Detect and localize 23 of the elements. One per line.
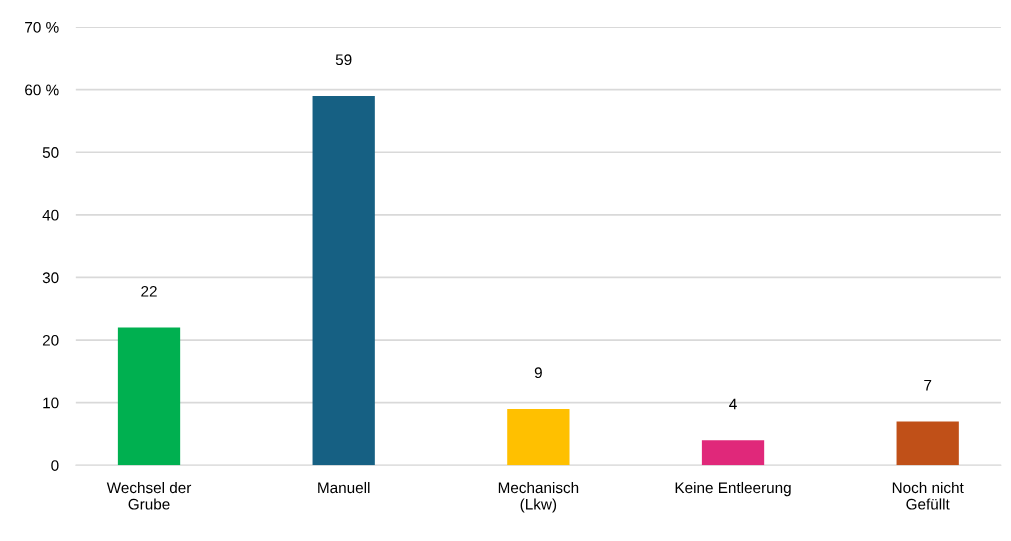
y-tick-label: 70 % — [25, 21, 59, 33]
x-tick-label: Manuell — [318, 481, 370, 494]
y-tick-label: 40 — [42, 209, 59, 221]
x-tick-label: Noch nicht Gefüllt — [892, 481, 964, 510]
y-tick-label: 50 — [42, 147, 59, 158]
bar — [312, 95, 375, 466]
data-label: 4 — [729, 398, 737, 410]
data-label: 7 — [924, 379, 932, 391]
y-tick-label: 30 — [42, 272, 59, 284]
data-label: 22 — [141, 285, 157, 297]
bar — [507, 408, 570, 466]
x-tick-label: Wechsel der Grube — [106, 481, 192, 510]
bar — [896, 421, 959, 466]
x-tick-label: Mechanisch (Lkw) — [498, 481, 579, 513]
y-tick-label: 10 — [43, 397, 59, 409]
y-tick-label: 0 — [51, 460, 59, 471]
data-label: 59 — [335, 54, 352, 66]
data-label: 9 — [534, 367, 542, 379]
bar — [701, 440, 765, 466]
y-tick-label: 20 — [42, 334, 59, 346]
x-tick-label: Keine Entleerung — [675, 481, 791, 497]
y-tick-label: 60 % — [25, 84, 59, 96]
bar — [117, 327, 181, 466]
